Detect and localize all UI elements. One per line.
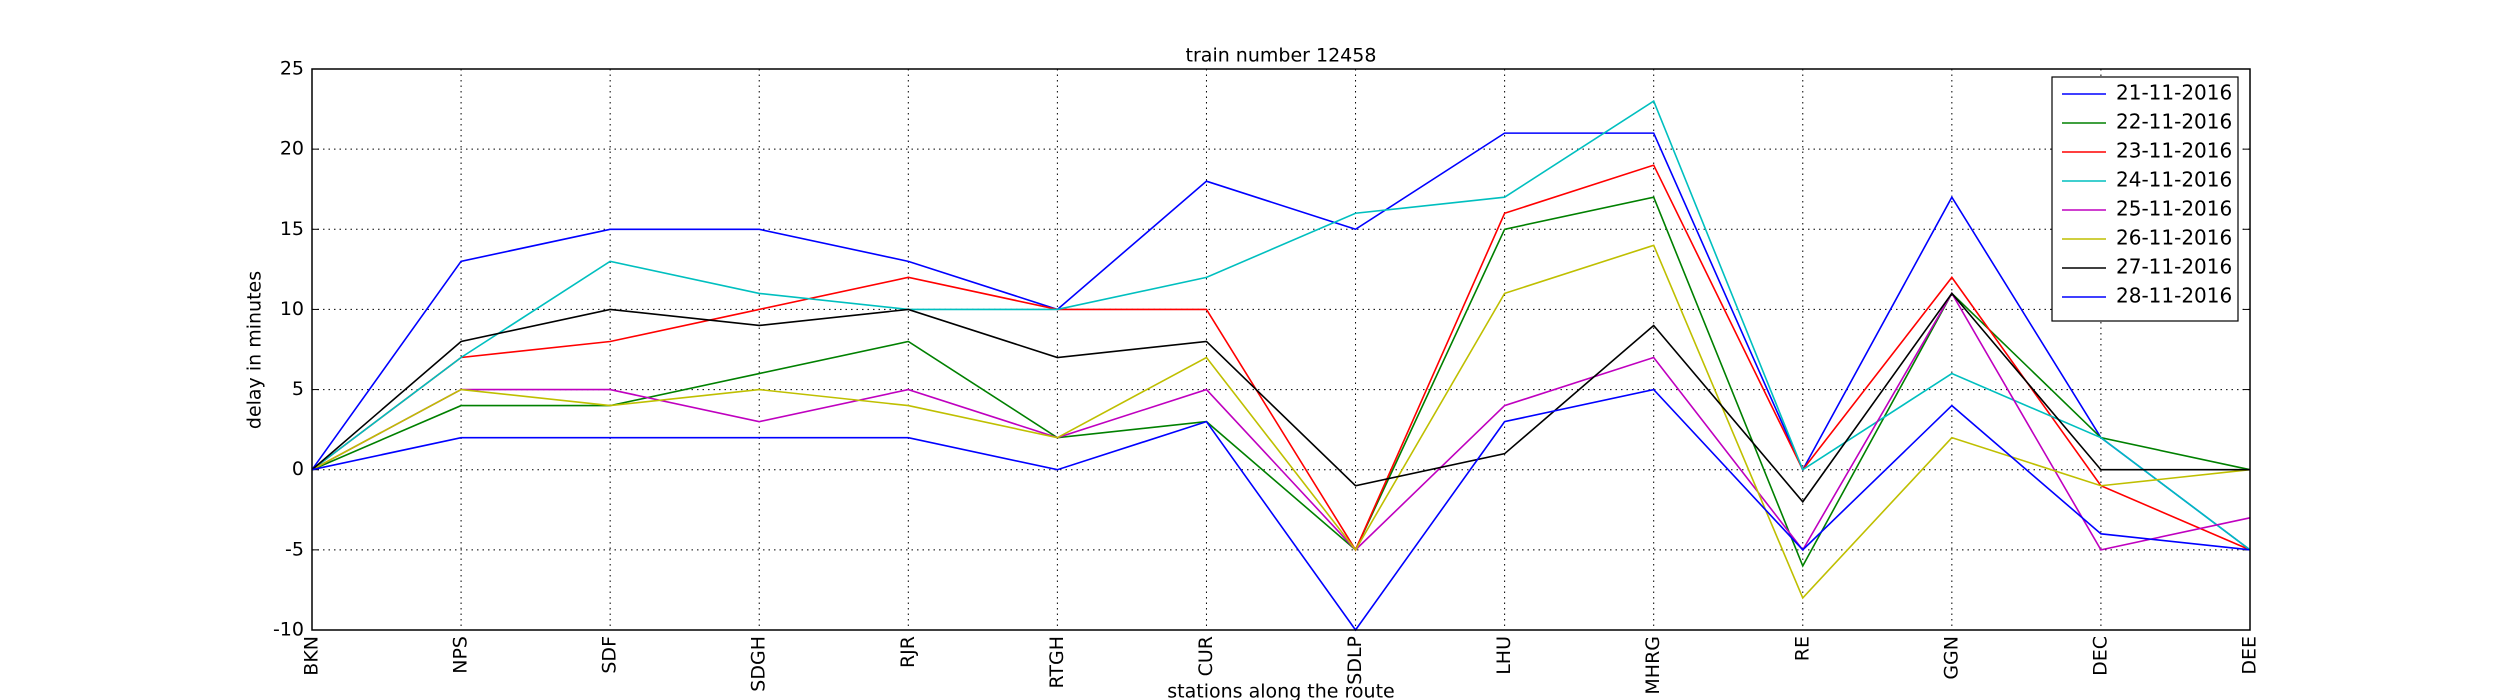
x-tick-label: RE (1791, 636, 1813, 661)
grid (311, 68, 2251, 631)
series-line (311, 132, 2251, 551)
x-tick-label: DEE (2239, 636, 2261, 675)
y-tick-label: -10 (273, 619, 304, 641)
x-tick-label: SDF (599, 636, 621, 674)
series-line (311, 99, 2251, 551)
legend-label: 21-11-2016 (2116, 81, 2232, 105)
plot-frame (311, 68, 2251, 631)
y-tick-label: 5 (292, 378, 304, 400)
x-tick-label: GGN (1940, 636, 1962, 680)
x-tick-label: RJR (897, 636, 919, 668)
legend-label: 26-11-2016 (2116, 226, 2232, 250)
legend: 21-11-2016 22-11-2016 23-11-2016 24-11-2016… (2051, 76, 2239, 322)
x-tick-label: RTGH (1046, 636, 1068, 688)
y-axis-label: delay in minutes (244, 271, 266, 429)
y-tick-label: 25 (280, 58, 304, 80)
series-line (311, 388, 2251, 632)
y-tick-label: -5 (285, 538, 304, 560)
x-tick-label: BKN (301, 636, 323, 676)
x-tick-label: SDLP (1344, 636, 1366, 685)
chart-title: train number 12458 (1186, 45, 1377, 67)
x-tick-label: CUR (1195, 636, 1217, 676)
x-tick-label: LHU (1493, 636, 1515, 675)
y-tick-label: 10 (280, 298, 304, 320)
legend-label: 24-11-2016 (2116, 168, 2232, 192)
lines (311, 99, 2251, 632)
x-tick-label: NPS (450, 636, 472, 674)
y-tick-label: 20 (280, 138, 304, 160)
legend-label: 28-11-2016 (2116, 284, 2232, 308)
x-axis-label: stations along the route (1167, 681, 1394, 700)
legend-label: 22-11-2016 (2116, 110, 2232, 134)
series-line (311, 291, 2251, 552)
y-tick-label: 15 (280, 218, 304, 240)
x-tick-label: MHRG (1642, 636, 1664, 695)
legend-label: 27-11-2016 (2116, 255, 2232, 279)
legend-box (2051, 76, 2239, 322)
series-line (311, 164, 2251, 552)
x-tick-label: DEC (2089, 636, 2111, 676)
x-tick-label: SDGH (748, 636, 770, 692)
series-line (311, 244, 2251, 600)
y-tick-label: 0 (292, 458, 304, 480)
series-line (311, 292, 2250, 504)
legend-label: 25-11-2016 (2116, 197, 2232, 221)
legend-label: 23-11-2016 (2116, 139, 2232, 163)
series-line (311, 196, 2251, 568)
